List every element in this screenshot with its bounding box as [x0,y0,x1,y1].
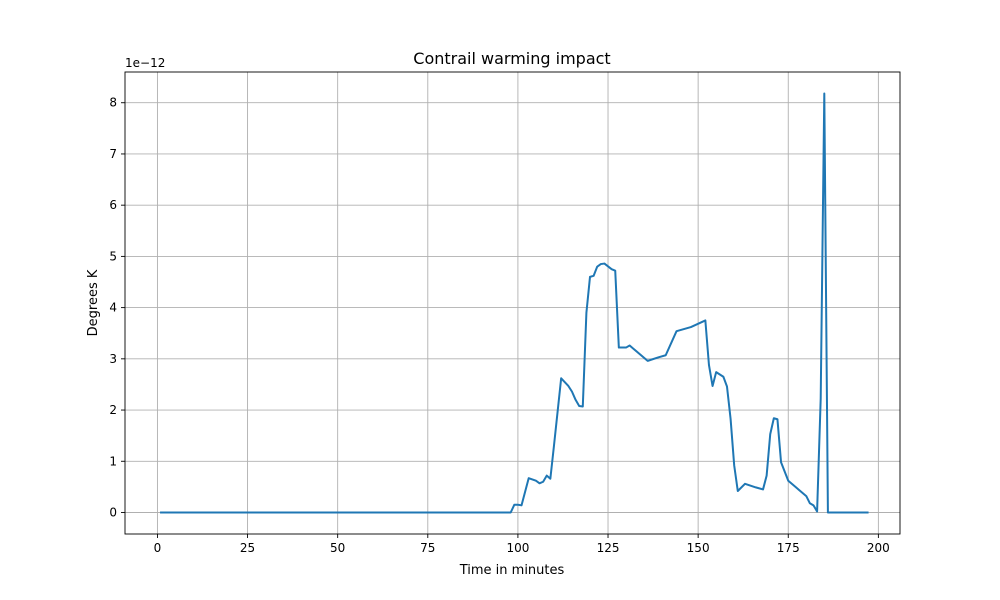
y-offset-label: 1e−12 [125,56,165,70]
y-tick-label: 2 [109,403,117,417]
x-tick-label: 50 [330,541,345,555]
y-tick-label: 5 [109,249,117,263]
x-tick-label: 100 [506,541,529,555]
plot-frame [124,71,901,535]
x-axis-label: Time in minutes [459,563,565,578]
x-tick-label: 25 [240,541,255,555]
y-axis-label: Degrees K [86,269,101,336]
y-tick-label: 1 [109,454,117,468]
x-axis: 0 25 50 75 100 125 150 175 200 [154,534,890,555]
series-layer [160,92,869,514]
x-tick-label: 150 [687,541,710,555]
y-tick-label: 4 [109,301,117,315]
y-axis: 0 1 2 3 4 5 6 7 8 [109,96,125,519]
y-tick-label: 6 [109,198,117,212]
grid [125,72,900,534]
y-tick-label: 0 [109,505,117,519]
y-tick-label: 8 [109,96,117,110]
x-tick-label: 200 [867,541,890,555]
x-tick-label: 75 [420,541,435,555]
y-tick-label: 7 [109,147,117,161]
x-tick-label: 125 [597,541,620,555]
y-tick-label: 3 [109,352,117,366]
series-line [160,92,869,514]
x-tick-label: 0 [154,541,162,555]
chart-title: Contrail warming impact [413,49,610,68]
x-tick-label: 175 [777,541,800,555]
